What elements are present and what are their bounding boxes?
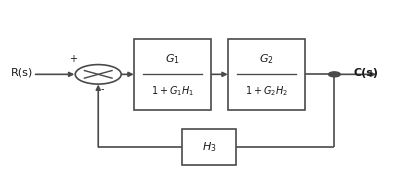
Text: $1+G_1H_1$: $1+G_1H_1$ (151, 84, 194, 98)
Circle shape (329, 72, 340, 77)
Text: $G_2$: $G_2$ (259, 52, 274, 66)
Text: -: - (100, 84, 104, 94)
Text: +: + (69, 54, 77, 64)
Text: $G_1$: $G_1$ (165, 52, 180, 66)
FancyBboxPatch shape (182, 129, 236, 165)
Text: $1+G_2H_2$: $1+G_2H_2$ (245, 84, 288, 98)
Text: $H_3$: $H_3$ (202, 140, 216, 154)
Text: R(s): R(s) (10, 68, 33, 78)
FancyBboxPatch shape (228, 39, 305, 110)
FancyBboxPatch shape (134, 39, 211, 110)
Text: C(s): C(s) (353, 68, 378, 78)
